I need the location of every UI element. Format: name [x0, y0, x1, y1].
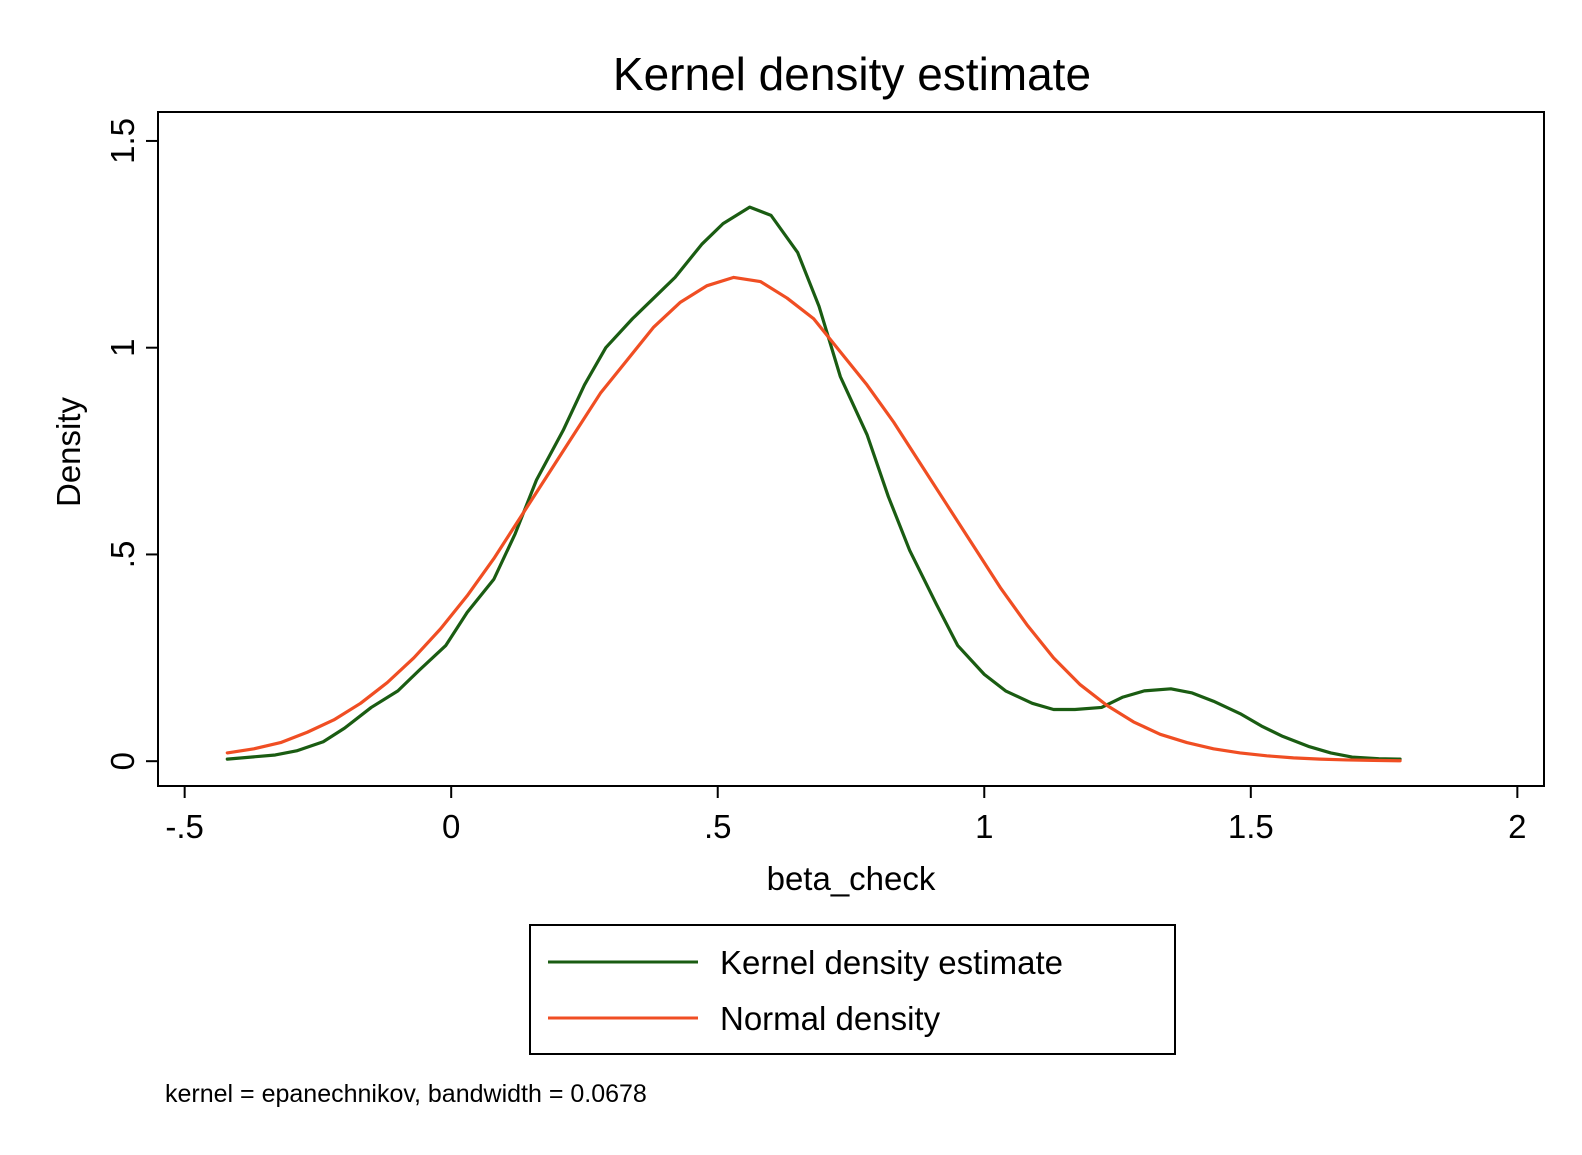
- y-tick-label: .5: [104, 541, 141, 569]
- chart-note: kernel = epanechnikov, bandwidth = 0.067…: [165, 1080, 647, 1108]
- series-line-kernel-density: [225, 205, 1402, 761]
- x-axis-title: beta_check: [767, 860, 936, 897]
- x-tick-label: 1.5: [1228, 808, 1274, 845]
- chart-title: Kernel density estimate: [613, 48, 1091, 100]
- legend-label-normal-density: Normal density: [720, 1000, 941, 1037]
- x-tick-label: 0: [442, 808, 460, 845]
- series-line-normal-density: [225, 275, 1402, 763]
- x-tick-label: .5: [704, 808, 732, 845]
- legend: Kernel density estimate Normal density: [529, 924, 1176, 1055]
- y-tick-label: 1.5: [104, 118, 141, 164]
- x-tick-label: -.5: [165, 808, 204, 845]
- series-layer: [225, 205, 1402, 763]
- y-tick-label: 0: [104, 752, 141, 770]
- plot-frame: [157, 111, 1545, 787]
- y-axis-title: Density: [50, 396, 87, 507]
- x-axis: -.5 0 .5 1 1.5 2: [165, 786, 1527, 845]
- x-tick-label: 1: [975, 808, 993, 845]
- y-axis: 0 .5 1 1.5: [104, 118, 158, 770]
- y-tick-label: 1: [104, 339, 141, 357]
- legend-box: [529, 924, 1176, 1055]
- x-tick-label: 2: [1508, 808, 1526, 845]
- legend-label-kernel-density: Kernel density estimate: [720, 944, 1063, 981]
